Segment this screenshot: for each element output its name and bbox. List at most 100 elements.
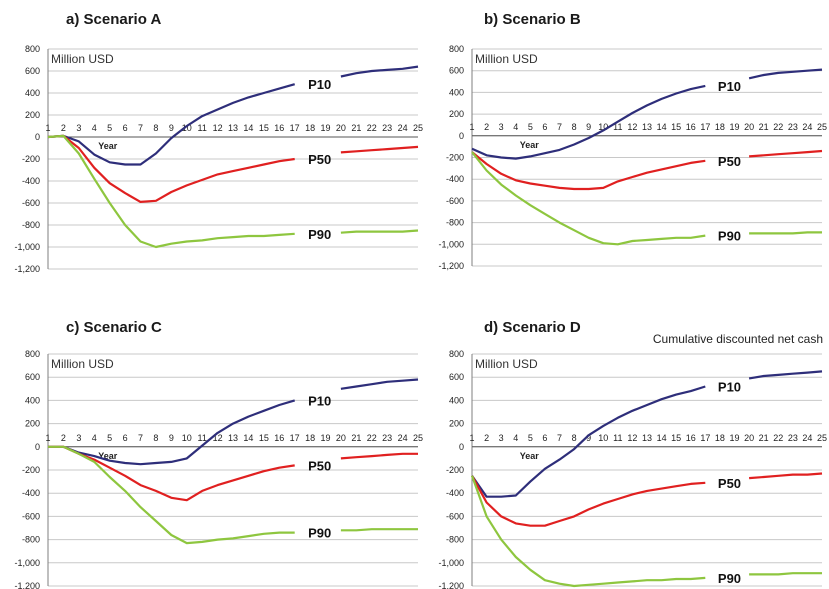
panel-3-series-label-p10: P10 xyxy=(308,393,331,408)
panel-2-ytick-label: 0 xyxy=(459,131,464,141)
panel-3-xtick-label: 7 xyxy=(138,433,143,443)
panel-4-ytick-label: 400 xyxy=(449,395,464,405)
panel-2-ytick-label: -1,000 xyxy=(438,239,464,249)
panel-3-xtick-label: 20 xyxy=(336,433,346,443)
panel-3-ytick-label: 600 xyxy=(25,372,40,382)
panel-1-ytick-label: 400 xyxy=(25,88,40,98)
panel-1-ytick-label: -1,200 xyxy=(14,264,40,274)
panel-4-series-label-p50: P50 xyxy=(718,476,741,491)
panel-4-ytick-label: -200 xyxy=(446,465,464,475)
panel-2-series-p10-line xyxy=(748,68,823,80)
panel-2-xtick-label: 21 xyxy=(759,122,769,132)
panel-3-xtick-label: 24 xyxy=(398,433,408,443)
panel-4-xtick-label: 12 xyxy=(627,433,637,443)
panel-4-xtick-label: 4 xyxy=(513,433,518,443)
panel-4-series-p10-line xyxy=(748,370,823,380)
panel-3-xtick-label: 9 xyxy=(169,433,174,443)
panel-4-series-label-p10: P10 xyxy=(718,379,741,394)
panel-3-ytick-label: 800 xyxy=(25,349,40,359)
panel-4-series-p50-line xyxy=(749,472,823,480)
panel-1-xtick-label: 23 xyxy=(382,123,392,133)
panel-2-xtick-label: 18 xyxy=(715,122,725,132)
panel-1-series-p50-line xyxy=(340,145,419,154)
panel-2-xtick-label: 1 xyxy=(469,122,474,132)
panel-4-xtick-label: 9 xyxy=(586,433,591,443)
panel-1-xtick-label: 1 xyxy=(45,123,50,133)
panel-2-series-label-p10: P10 xyxy=(718,79,741,94)
panel-3-xtick-label: 5 xyxy=(107,433,112,443)
panel-2-xtick-label: 13 xyxy=(642,122,652,132)
panel-4-ytick-label: 600 xyxy=(449,372,464,382)
panel-3-xtick-label: 1 xyxy=(45,433,50,443)
panel-4-series-p90-line xyxy=(749,572,822,576)
panel-1-ytick-label: 800 xyxy=(25,44,40,54)
panel-1-ytick-label: -400 xyxy=(22,176,40,186)
panel-4-ytick-label: -800 xyxy=(446,535,464,545)
panel-3-unit-label: Million USD xyxy=(51,357,114,371)
panel-3-xtick-label: 4 xyxy=(92,433,97,443)
panel-4-series-p90-line xyxy=(470,475,706,588)
panel-4-series-label-p90: P90 xyxy=(718,571,741,586)
panel-4-xtick-label: 21 xyxy=(759,433,769,443)
panel-3-xtick-label: 13 xyxy=(228,433,238,443)
panel-3-xtick-label: 25 xyxy=(413,433,423,443)
panel-3-xtick-label: 18 xyxy=(305,433,315,443)
panel-3-series-p10-line xyxy=(340,378,419,390)
panel-2-title: b) Scenario B xyxy=(484,11,581,28)
panel-4-xtick-label: 25 xyxy=(817,433,827,443)
panel-3-xtick-label: 17 xyxy=(290,433,300,443)
panel-3-ytick-label: -800 xyxy=(22,535,40,545)
panel-2-xtick-label: 15 xyxy=(671,122,681,132)
panel-3-xtick-label: 19 xyxy=(320,433,330,443)
panel-3-series-p90-line xyxy=(340,528,418,532)
panel-1-xtick-label: 24 xyxy=(398,123,408,133)
panel-2-xtick-label: 19 xyxy=(729,122,739,132)
panel-4-ytick-label: -1,200 xyxy=(438,581,464,589)
panel-1-ytick-label: -600 xyxy=(22,198,40,208)
panel-3-xtick-label: 6 xyxy=(123,433,128,443)
panel-1-xtick-label: 9 xyxy=(169,123,174,133)
panel-1-xtick-label: 11 xyxy=(197,123,206,133)
panel-1-series-p10-line xyxy=(47,83,296,166)
panel-1-xtick-label: 18 xyxy=(305,123,315,133)
panel-4-ytick-label: -400 xyxy=(446,488,464,498)
panel-1-xtick-label: 14 xyxy=(243,123,253,133)
panel-2-xtick-label: 22 xyxy=(773,122,783,132)
panel-3-ytick-label: 0 xyxy=(35,442,40,452)
panel-2-series-p10-line xyxy=(471,84,706,160)
panel-2-ytick-label: -1,200 xyxy=(438,261,464,271)
panel-3-series-label-p50: P50 xyxy=(308,458,331,473)
panel-1-xtick-label: 25 xyxy=(413,123,423,133)
panel-4-xtick-label: 10 xyxy=(598,433,608,443)
panel-4-xlabel: Year xyxy=(520,451,540,461)
panel-3-xtick-label: 8 xyxy=(153,433,158,443)
panel-3-ytick-label: -200 xyxy=(22,465,40,475)
panel-1-xtick-label: 8 xyxy=(153,123,158,133)
panel-4-xtick-label: 7 xyxy=(557,433,562,443)
panel-4-unit-label: Million USD xyxy=(475,357,538,371)
panel-2-ytick-label: -400 xyxy=(446,174,464,184)
panel-4-xtick-label: 5 xyxy=(528,433,533,443)
panel-4-xtick-label: 8 xyxy=(572,433,577,443)
panel-2-xtick-label: 7 xyxy=(557,122,562,132)
panel-3-xtick-label: 16 xyxy=(274,433,284,443)
panel-4-xtick-label: 20 xyxy=(744,433,754,443)
panel-1-xtick-label: 10 xyxy=(182,123,192,133)
panel-1-ytick-label: -800 xyxy=(22,220,40,230)
panel-4-xtick-label: 6 xyxy=(542,433,547,443)
panel-1-unit-label: Million USD xyxy=(51,52,114,66)
panel-3-xtick-label: 10 xyxy=(182,433,192,443)
panel-1-xtick-label: 12 xyxy=(213,123,223,133)
panel-2-xtick-label: 4 xyxy=(513,122,518,132)
panel-2-xtick-label: 2 xyxy=(484,122,489,132)
panel-4-xtick-label: 19 xyxy=(729,433,739,443)
panel-1-xtick-label: 4 xyxy=(92,123,97,133)
panel-1-xtick-label: 17 xyxy=(290,123,300,133)
panel-3-series-label-p90: P90 xyxy=(308,526,331,541)
panel-2-xtick-label: 6 xyxy=(542,122,547,132)
panel-2-xtick-label: 25 xyxy=(817,122,827,132)
panel-3-xtick-label: 2 xyxy=(61,433,66,443)
panel-2-ytick-label: 800 xyxy=(449,44,464,54)
panel-2-unit-label: Million USD xyxy=(475,52,538,66)
panel-4-ytick-label: 200 xyxy=(449,419,464,429)
